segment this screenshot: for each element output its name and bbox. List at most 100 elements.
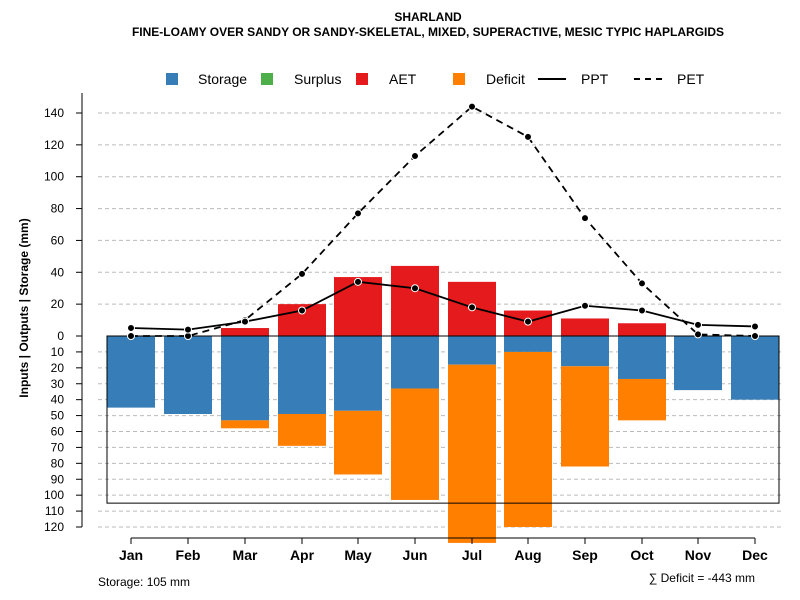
legend-label-ppt: PPT [581, 71, 609, 87]
y-tick-label: 110 [45, 504, 64, 518]
axes: 0204060801001201401020304050607080901001… [44, 93, 768, 563]
chart-subtitle: FINE-LOAMY OVER SANDY OR SANDY-SKELETAL,… [132, 25, 724, 39]
y-tick-label: 90 [51, 472, 65, 486]
storage-bar [561, 336, 609, 367]
storage-bar [674, 336, 722, 391]
pet-point [354, 209, 362, 218]
ppt-point [468, 303, 476, 312]
x-tick-label: Nov [685, 547, 712, 563]
y-tick-label: 100 [44, 488, 64, 502]
storage-bar [504, 336, 552, 352]
deficit-bar [504, 351, 552, 527]
y-tick-label: 70 [51, 440, 65, 454]
pet-point [694, 330, 702, 339]
y-tick-label: 80 [51, 202, 65, 216]
x-tick-label: Jun [403, 547, 428, 563]
storage-bar [107, 336, 155, 408]
storage-bar [448, 336, 496, 365]
legend-label-storage: Storage [198, 71, 247, 87]
pet-point [298, 269, 306, 278]
storage-bar [731, 336, 779, 400]
pet-point [581, 214, 589, 223]
pet-point [411, 152, 419, 161]
ppt-point [524, 317, 532, 326]
pet-point [468, 102, 476, 111]
y-tick-label: 40 [51, 393, 65, 407]
y-tick-label: 80 [51, 456, 65, 470]
deficit-bar [618, 378, 666, 421]
bars [106, 265, 780, 543]
deficit-bar [278, 413, 326, 446]
y-tick-label: 40 [51, 265, 65, 279]
legend-swatch-storage [166, 73, 178, 85]
storage-bar [278, 336, 326, 414]
y-tick-label: 20 [51, 361, 65, 375]
y-tick-label: 60 [51, 425, 65, 439]
y-tick-label: 100 [44, 170, 64, 184]
ppt-point [411, 284, 419, 293]
legend-label-aet: AET [389, 71, 417, 87]
legend-label-pet: PET [677, 71, 705, 87]
y-tick-label: 50 [51, 409, 65, 423]
storage-bar [618, 336, 666, 379]
pet-point [638, 279, 646, 288]
lines [127, 102, 759, 340]
x-tick-label: Jan [119, 547, 143, 563]
ppt-point [241, 317, 249, 326]
aet-bar [221, 328, 269, 336]
ppt-point [298, 306, 306, 315]
chart-title: SHARLAND [394, 10, 462, 24]
pet-point [524, 132, 532, 141]
legend-swatch-surplus [261, 73, 273, 85]
ppt-point [184, 325, 192, 334]
y-tick-label: 140 [44, 106, 64, 120]
storage-bar [391, 336, 439, 389]
y-tick-label: 10 [51, 345, 65, 359]
ppt-line [130, 280, 756, 331]
ppt-point [127, 324, 135, 333]
pet-point [751, 332, 759, 340]
x-tick-label: Mar [233, 547, 258, 563]
legend-label-surplus: Surplus [294, 71, 341, 87]
legend-label-deficit: Deficit [486, 71, 525, 87]
aet-bar [334, 277, 382, 336]
x-tick-label: Aug [514, 547, 541, 563]
storage-bar [164, 336, 212, 414]
y-tick-label: 120 [44, 138, 64, 152]
aet-bar [391, 265, 439, 336]
deficit-bar [448, 364, 496, 543]
ppt-point [354, 277, 362, 286]
legend-swatch-deficit [453, 73, 465, 85]
x-tick-label: Jul [462, 547, 482, 563]
pet-point [127, 332, 135, 340]
deficit-bar [334, 410, 382, 475]
legend-swatch-aet [356, 73, 368, 85]
legend: Storage Surplus AET Deficit PPT PET [166, 71, 705, 87]
grid [98, 112, 782, 528]
ppt-point [694, 320, 702, 329]
x-tick-label: Sep [572, 547, 598, 563]
ppt-point [638, 306, 646, 315]
x-tick-label: Apr [290, 547, 315, 563]
ppt-point [751, 322, 759, 331]
aet-bar [561, 318, 609, 336]
pet-line [131, 105, 756, 337]
deficit-bar [391, 388, 439, 500]
x-tick-label: Dec [742, 547, 768, 563]
y-tick-label: 60 [51, 233, 65, 247]
x-tick-label: Oct [630, 547, 654, 563]
y-axis-label: Inputs | Outputs | Storage (mm) [17, 218, 31, 397]
y-tick-label: 20 [51, 297, 65, 311]
y-tick-label: 0 [57, 329, 64, 343]
y-tick-label: 120 [44, 520, 64, 534]
deficit-total-label: ∑ Deficit = -443 mm [649, 571, 755, 585]
storage-capacity-label: Storage: 105 mm [98, 575, 190, 589]
deficit-bar [221, 420, 269, 429]
y-tick-label: 30 [51, 377, 65, 391]
ppt-point [581, 301, 589, 310]
storage-bar [334, 336, 382, 411]
aet-bar [618, 323, 666, 336]
x-tick-label: May [344, 547, 371, 563]
deficit-bar [561, 366, 609, 467]
